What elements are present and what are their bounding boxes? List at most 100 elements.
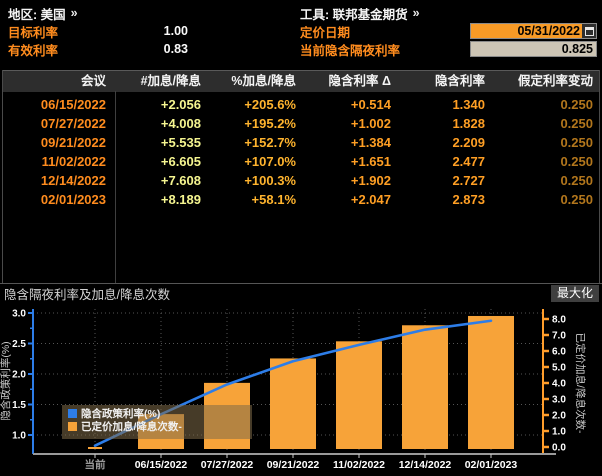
table-cell: +1.384 (350, 135, 391, 150)
table-cell: 0.250 (560, 154, 593, 169)
header: 地区: 美国 » 目标利率 1.00 有效利率 0.83 工具: 联邦基金期货 … (0, 0, 602, 70)
implied-overnight-value: 0.825 (561, 42, 593, 56)
x-axis-label: 02/01/2023 (465, 459, 518, 471)
table-row[interactable]: 09/21/2022 +5.535 +152.7% +1.384 2.209 0.250 (3, 133, 599, 152)
table-header-cell[interactable]: 隐含利率 Δ (328, 74, 391, 88)
table-cell: +6.605 (160, 154, 201, 169)
table-cell: +2.056 (160, 97, 201, 112)
table-cell: 1.340 (452, 97, 485, 112)
table-cell: +4.008 (160, 116, 201, 131)
svg-text:4.0: 4.0 (552, 379, 566, 390)
chart-section: 隐含隔夜利率及加息/降息次数 最大化 1.0 1.5 2.0 2.5 3.0 隐含政策利率… (0, 283, 602, 475)
svg-text:8.0: 8.0 (552, 315, 566, 326)
table-header-cell[interactable]: %加息/降息 (231, 74, 296, 88)
table-cell: 0.250 (560, 135, 593, 150)
x-axis-label: 11/02/2022 (333, 459, 385, 471)
left-axis-title: 隐含政策利率(%) (0, 341, 12, 420)
table-header-cell[interactable]: 会议 (80, 74, 106, 88)
svg-text:5.0: 5.0 (552, 363, 566, 374)
svg-text:2.0: 2.0 (552, 411, 566, 422)
table-header-cell[interactable]: 假定利率变动 (517, 74, 593, 88)
pricing-date-input[interactable]: 05/31/2022 (470, 23, 597, 39)
table-cell: +7.608 (160, 173, 201, 188)
table-cell: 0.250 (560, 97, 593, 112)
table-cell: 2.477 (452, 154, 485, 169)
svg-text:3.0: 3.0 (552, 395, 566, 406)
table-cell: 1.828 (452, 116, 485, 131)
chart-title: 隐含隔夜利率及加息/降息次数 (4, 288, 170, 302)
table-row[interactable]: 02/01/2023 +8.189 +58.1% +2.047 2.873 0.250 (3, 190, 599, 209)
table-cell: 09/21/2022 (40, 135, 106, 150)
table-cell: 0.250 (560, 173, 593, 188)
legend-item-label: 已定价加息/降息次数- (81, 420, 182, 433)
table-body: 06/15/2022 +2.056 +205.6% +0.514 1.340 0.250 0… (3, 92, 599, 209)
calendar-icon[interactable] (582, 24, 596, 38)
chart-svg: 1.0 1.5 2.0 2.5 3.0 隐含政策利率(%) 0.0 1.0 2.0 3.0 4.0 5… (0, 309, 587, 472)
svg-text:2.0: 2.0 (12, 370, 26, 381)
region-label: 地区: 美国 (8, 7, 66, 22)
table-cell: +1.651 (350, 154, 391, 169)
x-axis-label: 当前 (85, 458, 106, 471)
table-cell: 0.250 (560, 116, 593, 131)
table-cell: 0.250 (560, 192, 593, 207)
svg-text:1.0: 1.0 (12, 431, 26, 442)
table-cell: 2.873 (452, 192, 485, 207)
table-cell: +58.1% (251, 192, 296, 207)
svg-text:1.0: 1.0 (552, 427, 566, 438)
effective-rate-label: 有效利率 (8, 43, 59, 58)
table-cell: +195.2% (244, 116, 296, 131)
table-cell: +0.514 (350, 97, 391, 112)
target-rate-value: 1.00 (163, 24, 188, 38)
table-cell: 07/27/2022 (40, 116, 106, 131)
legend-item-label: 隐含政策利率(%) (81, 407, 160, 420)
table-row[interactable]: 12/14/2022 +7.608 +100.3% +1.902 2.727 0.250 (3, 171, 599, 190)
table-cell: +107.0% (244, 154, 296, 169)
table-row[interactable]: 06/15/2022 +2.056 +205.6% +0.514 1.340 0.250 (3, 95, 599, 114)
table-cell: 12/14/2022 (40, 173, 106, 188)
table-cell: 11/02/2022 (41, 154, 106, 169)
x-axis-label: 06/15/2022 (135, 459, 188, 471)
x-axis-label: 09/21/2022 (267, 459, 320, 471)
meetings-table: 会议 #加息/降息 %加息/降息 隐含利率 Δ 隐含利率 假定利率变动 06/15/202… (2, 70, 600, 283)
implied-rate-chart: 1.0 1.5 2.0 2.5 3.0 隐含政策利率(%) 0.0 1.0 2.0 3.0 4.0 5… (0, 303, 602, 476)
svg-text:7.0: 7.0 (552, 331, 566, 342)
table-cell: +8.189 (160, 192, 201, 207)
table-cell: +2.047 (350, 192, 391, 207)
pricing-date-value: 05/31/2022 (517, 24, 580, 38)
svg-text:1.5: 1.5 (12, 400, 26, 411)
x-axis-label: 07/27/2022 (201, 459, 254, 471)
table-cell: 02/01/2023 (40, 192, 106, 207)
region-link-arrow[interactable]: » (70, 6, 78, 20)
svg-text:2.5: 2.5 (12, 339, 26, 350)
x-axis-label: 12/14/2022 (399, 459, 452, 471)
pricing-date-label: 定价日期 (300, 25, 351, 40)
maximize-button[interactable]: 最大化 (550, 285, 599, 302)
table-cell: 06/15/2022 (40, 97, 106, 112)
target-rate-label: 目标利率 (8, 25, 59, 40)
table-row[interactable]: 07/27/2022 +4.008 +195.2% +1.002 1.828 0.250 (3, 114, 599, 133)
right-axis-title: 已定价加息/降息次数- (574, 333, 587, 434)
table-cell: +1.002 (350, 116, 391, 131)
header-left: 地区: 美国 » 目标利率 1.00 有效利率 0.83 (0, 0, 298, 70)
table-cell: +152.7% (244, 135, 296, 150)
table-header-cell[interactable]: 隐含利率 (434, 74, 485, 88)
implied-overnight-field[interactable]: 0.825 (470, 41, 597, 57)
implied-overnight-label: 当前隐含隔夜利率 (300, 43, 401, 58)
effective-rate-value: 0.83 (163, 42, 188, 56)
table-cell: +205.6% (244, 97, 296, 112)
tool-label: 工具: 联邦基金期货 (300, 7, 408, 22)
header-right: 工具: 联邦基金期货 » 定价日期 05/31/2022 当前隐含隔夜利率 0.… (298, 0, 602, 70)
column-divider (115, 91, 116, 283)
table-cell: 2.727 (452, 173, 485, 188)
table-cell: +100.3% (244, 173, 296, 188)
svg-text:6.0: 6.0 (552, 347, 566, 358)
table-header-cell[interactable]: #加息/降息 (140, 74, 201, 88)
svg-text:0.0: 0.0 (552, 443, 566, 454)
table-header-row: 会议 #加息/降息 %加息/降息 隐含利率 Δ 隐含利率 假定利率变动 (3, 70, 599, 92)
table-row[interactable]: 11/02/2022 +6.605 +107.0% +1.651 2.477 0.250 (3, 152, 599, 171)
table-cell: +5.535 (160, 135, 201, 150)
chart-legend: 隐含政策利率(%)已定价加息/降息次数- (62, 405, 252, 439)
table-cell: 2.209 (452, 135, 485, 150)
tool-link-arrow[interactable]: » (412, 6, 420, 20)
